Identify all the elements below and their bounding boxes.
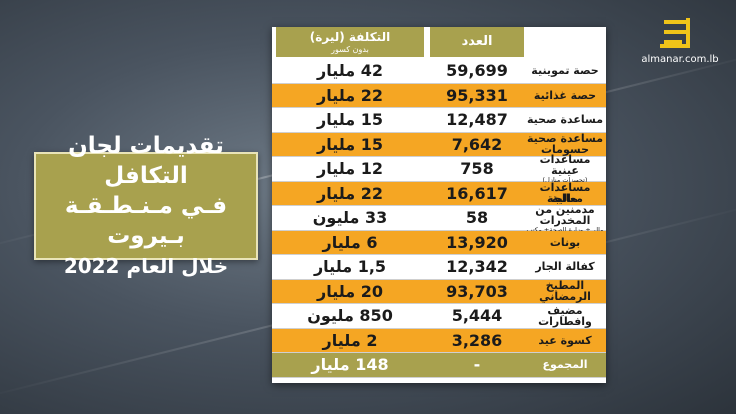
cost-cell: 148 مليار <box>311 355 389 375</box>
label-text: كفالة الجار <box>535 260 595 274</box>
count-cell: 13,920 <box>446 232 508 252</box>
cost-cell: 42 مليار <box>316 61 384 81</box>
table-row: 15 مليار 12,487 مساعدة صحية <box>272 108 606 133</box>
label-text: بونات <box>549 235 581 249</box>
logo-url: almanar.com.lb <box>641 54 719 65</box>
title-line-2: فـي مـنـطـقـة بـيروت <box>64 193 228 249</box>
table-row: 20 مليار 93,703 المطبخ الرمضاني <box>272 279 606 304</box>
label-cell: كسوة عيد <box>526 329 604 353</box>
count-cell: 12,342 <box>446 257 508 277</box>
label-cell: مساعدات عينية (تجهيزات منازل) <box>526 152 604 184</box>
label-text: مساعدة صحية حسومات <box>526 132 604 157</box>
cost-cell: 22 مليار <box>316 183 384 203</box>
count-cell: - <box>473 355 481 375</box>
table-row: 22 مليار 95,331 حصة غذائية <box>272 83 606 108</box>
count-cell: 59,699 <box>446 61 508 81</box>
cost-cell: 1,5 مليار <box>313 257 387 277</box>
count-cell: 12,487 <box>446 110 508 130</box>
count-cell: 3,286 <box>451 330 503 350</box>
title-line-1: تقديمات لجان التكافل <box>68 133 224 189</box>
label-text: مساعدات مالية <box>539 181 591 206</box>
header-cost: التكلفة (ليرة) بدون كسور <box>276 27 424 57</box>
label-cell: حصة تموينية <box>526 59 604 83</box>
count-cell: 7,642 <box>451 134 503 154</box>
label-cell: بونات <box>526 231 604 255</box>
header-cost-label: التكلفة (ليرة) <box>309 30 391 44</box>
label-text: المطبخ الرمضاني <box>539 279 591 304</box>
table-row: 12 مليار 758 مساعدات عينية (تجهيزات منازل) <box>272 152 606 184</box>
label-cell: مساعدة صحية حسومات <box>526 133 604 157</box>
table-body: 42 مليار 59,699 حصة تموينية 22 مليار 95,331 ح… <box>272 59 606 378</box>
table-row: 850 مليون 5,444 مضيف وافطارات <box>272 304 606 329</box>
data-table: التكلفة (ليرة) بدون كسور العدد 42 مليار 5… <box>272 27 606 383</box>
cost-cell: 20 مليار <box>316 281 384 301</box>
label-cell: مضيف وافطارات <box>526 304 604 328</box>
table-row: 22 مليار 16,617 مساعدات مالية <box>272 181 606 206</box>
label-text: معالجة مدمنين من المخدرات <box>535 192 595 228</box>
label-text: كسوة عيد <box>538 333 592 347</box>
label-text: المجموع <box>542 358 588 372</box>
cost-cell: 15 مليار <box>316 110 384 130</box>
count-cell: 16,617 <box>446 183 508 203</box>
table-row: 1,5 مليار 12,342 كفالة الجار <box>272 255 606 280</box>
label-cell: معالجة مدمنين من المخدراتمالي+ وزارة الص… <box>526 193 604 242</box>
table-row: 33 مليون 58 معالجة مدمنين من المخدراتمالي+… <box>272 193 606 242</box>
al-manar-logo-icon <box>660 18 690 48</box>
cost-cell: 22 مليار <box>316 85 384 105</box>
label-text: مساعدة صحية <box>526 113 604 127</box>
table-row: 2 مليار 3,286 كسوة عيد <box>272 328 606 353</box>
label-cell: حصة غذائية <box>526 84 604 108</box>
header-cost-note: بدون كسور <box>331 45 369 54</box>
label-cell: مساعدات مالية <box>526 182 604 206</box>
label-text: مساعدات عينية <box>539 152 591 177</box>
table-row: 15 مليار 7,642 مساعدة صحية حسومات <box>272 132 606 157</box>
cost-cell: 6 مليار <box>322 232 378 252</box>
label-subtext: (تجهيزات منازل) <box>542 175 588 184</box>
cost-cell: 15 مليار <box>316 134 384 154</box>
label-cell: مساعدة صحية <box>526 108 604 132</box>
count-cell: 5,444 <box>451 306 503 326</box>
label-cell: المجموع <box>526 353 604 377</box>
label-text: حصة غذائية <box>533 88 597 102</box>
label-text: حصة تموينية <box>531 64 599 78</box>
title-line-3: خلال العام 2022 <box>63 254 229 278</box>
table-row: 6 مليار 13,920 بونات <box>272 230 606 255</box>
count-cell: 58 <box>465 208 489 228</box>
header-count: العدد <box>430 27 524 57</box>
cost-cell: 850 مليون <box>307 306 393 326</box>
count-cell: 93,703 <box>446 281 508 301</box>
title-box: تقديمات لجان التكافل فـي مـنـطـقـة بـيرو… <box>34 133 258 278</box>
al-manar-logo: almanar.com.lb <box>634 10 726 78</box>
cost-cell: 12 مليار <box>316 159 384 179</box>
count-cell: 758 <box>460 159 494 179</box>
label-cell: كفالة الجار <box>526 255 604 279</box>
cost-cell: 33 مليون <box>312 208 388 228</box>
label-text: مضيف وافطارات <box>538 303 592 328</box>
count-cell: 95,331 <box>446 85 508 105</box>
table-total-row: 148 مليار - المجموع <box>272 353 606 378</box>
table-row: 42 مليار 59,699 حصة تموينية <box>272 59 606 84</box>
label-cell: المطبخ الرمضاني <box>526 280 604 304</box>
cost-cell: 2 مليار <box>322 330 378 350</box>
